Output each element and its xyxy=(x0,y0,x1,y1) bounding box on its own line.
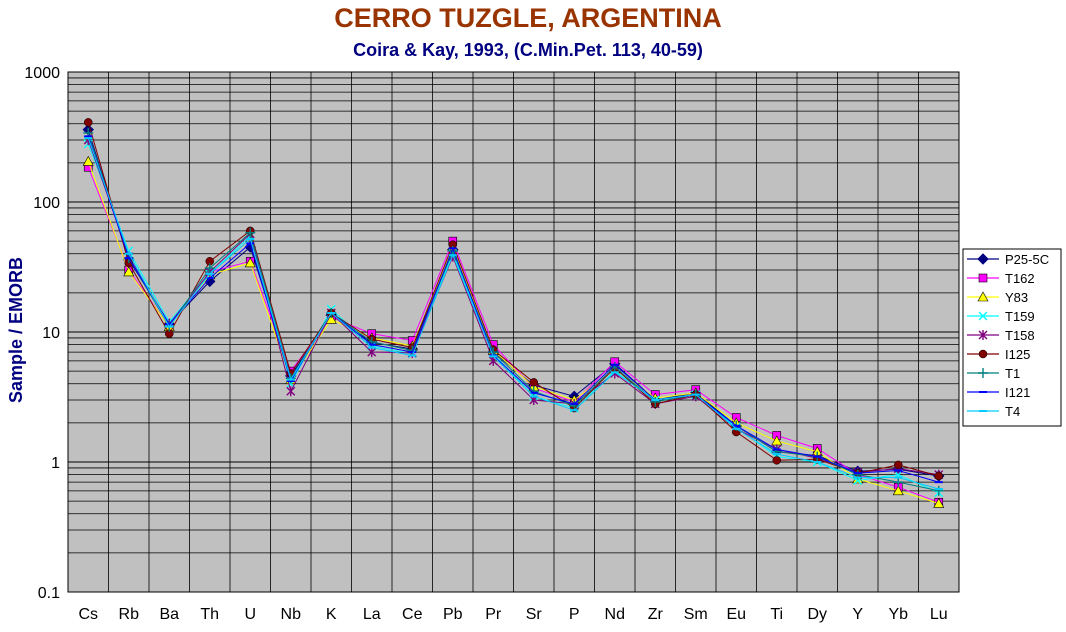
legend-item-t1: T1 xyxy=(967,366,1020,381)
data-point-t158 xyxy=(367,347,377,358)
data-point-i125 xyxy=(894,460,903,470)
legend-swatch-marker xyxy=(978,368,988,378)
data-point-i125 xyxy=(934,471,943,481)
legend-item-t158: T158 xyxy=(967,328,1035,343)
grid-lines xyxy=(67,71,960,593)
y-tick-label: 0.1 xyxy=(38,585,60,602)
x-tick-label: K xyxy=(326,606,337,623)
y-tick-label: 100 xyxy=(33,195,60,212)
legend-item-i125: I125 xyxy=(967,347,1030,362)
legend-item-t4: T4 xyxy=(967,404,1020,419)
legend-label: T1 xyxy=(1005,366,1020,381)
data-point-t1 xyxy=(893,477,904,488)
data-point-y83 xyxy=(933,497,945,508)
legend: P25-5C T162 Y83 T159 T158 I125 T1 I121 T4 xyxy=(962,248,1062,427)
legend-label: T162 xyxy=(1005,271,1035,286)
x-tick-label: Lu xyxy=(930,606,948,623)
y-tick-label: 1000 xyxy=(24,65,60,82)
data-point-t1 xyxy=(245,227,256,238)
x-tick-labels: Cs Rb Ba Th U Nb K La Ce Pb Pr Sr P Nd Zr Sm Eu Ti Dy Y Yb Lu xyxy=(78,606,947,623)
legend-item-y83: Y83 xyxy=(967,290,1028,305)
legend-swatch-marker xyxy=(977,291,989,302)
series-t4 xyxy=(84,137,943,490)
legend-item-p25-5c: P25-5C xyxy=(967,252,1049,267)
data-point-t1 xyxy=(609,361,620,372)
x-tick-label: Sr xyxy=(526,606,543,623)
legend-swatch-marker xyxy=(978,311,988,321)
series-line-i125 xyxy=(87,122,939,477)
legend-item-t162: T162 xyxy=(967,271,1035,286)
x-tick-label: Rb xyxy=(119,606,140,623)
y-tick-label: 1 xyxy=(51,455,60,472)
data-point-t1 xyxy=(650,396,661,407)
x-tick-label: Zr xyxy=(648,606,664,623)
data-point-y83 xyxy=(244,257,256,268)
series-line-t1 xyxy=(87,132,939,492)
data-point-t158 xyxy=(286,386,296,397)
y-tick-label: 10 xyxy=(42,325,60,342)
series-line-i121 xyxy=(87,136,939,483)
x-tick-label: U xyxy=(244,606,256,623)
legend-item-i121: I121 xyxy=(967,385,1030,400)
legend-label: T159 xyxy=(1005,309,1035,324)
data-point-y83 xyxy=(123,266,135,277)
x-tick-label: Cs xyxy=(78,606,98,623)
legend-label: I125 xyxy=(1005,347,1030,362)
legend-label: T158 xyxy=(1005,328,1035,343)
legend-swatch-marker xyxy=(977,253,989,265)
legend-swatch-marker xyxy=(978,349,988,359)
y-tick-labels: 1000 100 10 1 0.1 xyxy=(24,65,60,602)
x-tick-label: Dy xyxy=(807,606,827,623)
data-point-t1 xyxy=(569,400,580,411)
x-tick-label: Pb xyxy=(443,606,463,623)
legend-item-t159: T159 xyxy=(967,309,1035,324)
chart-subtitle: Coira & Kay, 1993, (C.Min.Pet. 113, 40-5… xyxy=(353,40,703,60)
legend-swatch-marker xyxy=(978,273,988,283)
legend-label: T4 xyxy=(1005,404,1020,419)
legend-swatch-marker xyxy=(978,330,988,340)
data-point-y83 xyxy=(892,485,904,496)
legend-label: Y83 xyxy=(1005,290,1028,305)
x-tick-label: Ti xyxy=(770,606,783,623)
series-lines xyxy=(82,118,945,508)
x-tick-label: Sm xyxy=(684,606,708,623)
data-point-i125 xyxy=(529,378,538,387)
x-tick-label: Nd xyxy=(605,606,625,623)
x-tick-label: La xyxy=(363,606,381,623)
data-point-i125 xyxy=(772,456,781,465)
data-point-t1 xyxy=(528,386,539,397)
series-line-y83 xyxy=(87,161,939,504)
x-tick-label: Ce xyxy=(402,606,423,623)
y-axis-label: Sample / EMORB xyxy=(6,257,26,403)
legend-label: I121 xyxy=(1005,385,1030,400)
x-tick-label: Nb xyxy=(281,606,302,623)
series-line-t4 xyxy=(87,137,939,490)
x-tick-label: Ba xyxy=(159,606,179,623)
data-point-t1 xyxy=(933,485,944,496)
data-point-i125 xyxy=(84,118,93,127)
data-point-t1 xyxy=(204,263,215,274)
chart-title: CERRO TUZGLE, ARGENTINA xyxy=(334,3,722,33)
x-tick-label: P xyxy=(569,606,580,623)
x-tick-label: Th xyxy=(200,606,219,623)
x-tick-label: Pr xyxy=(485,606,502,623)
x-tick-label: Eu xyxy=(726,606,746,623)
x-tick-label: Y xyxy=(852,606,863,623)
legend-label: P25-5C xyxy=(1005,252,1049,267)
data-point-y83 xyxy=(82,155,94,166)
x-tick-label: Yb xyxy=(888,606,908,623)
data-point-t1 xyxy=(407,345,418,356)
